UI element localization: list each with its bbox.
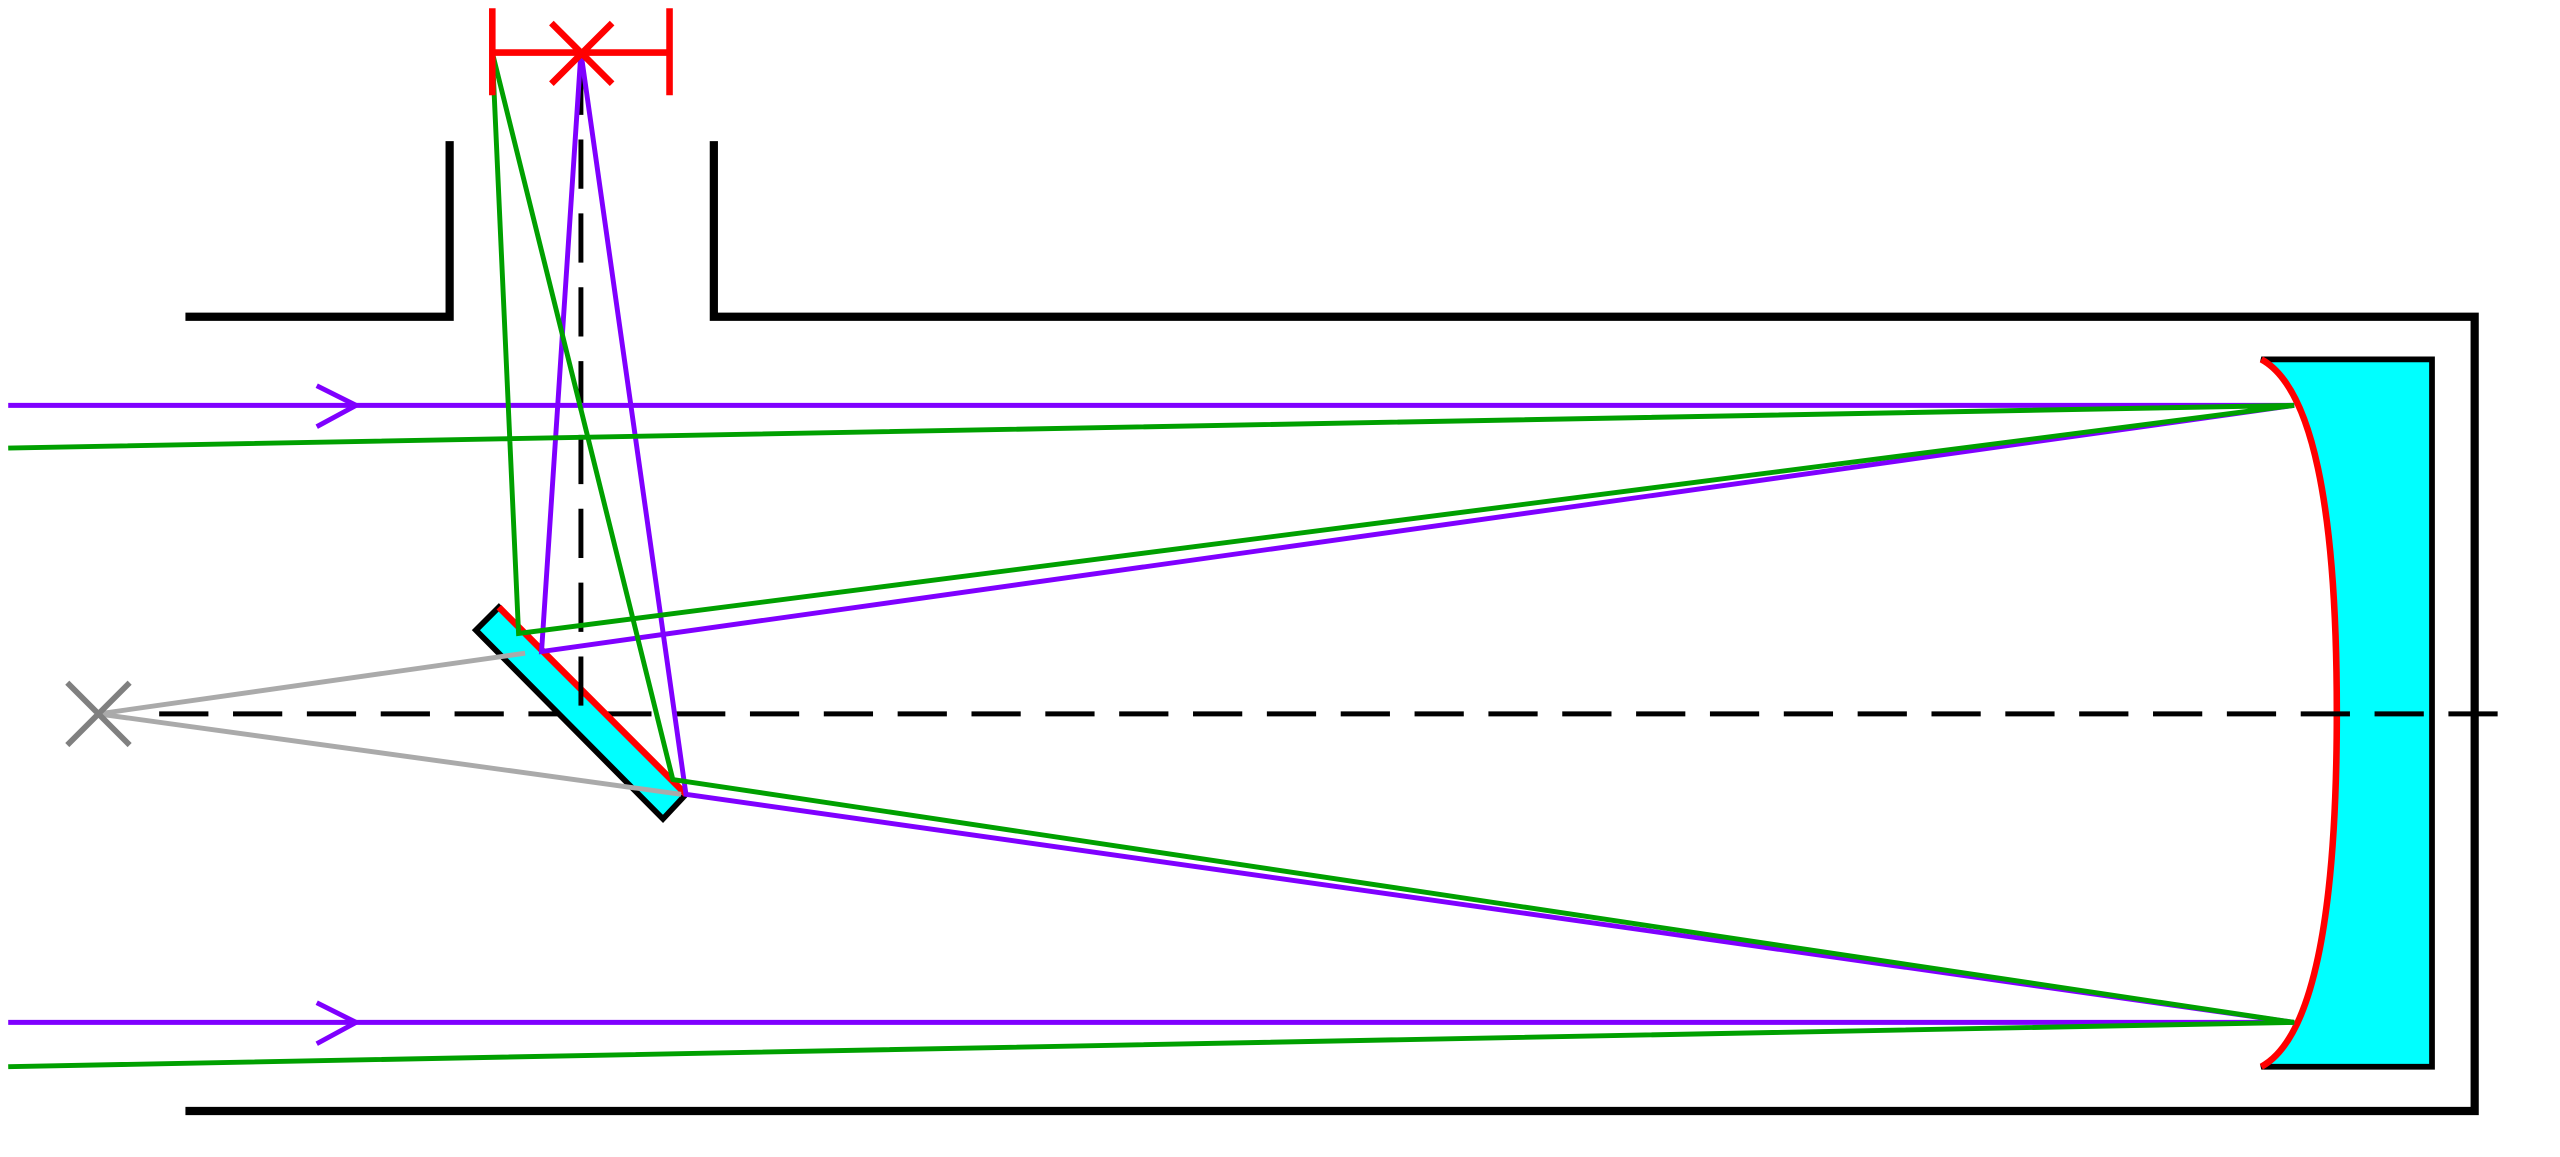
ray-off-axis — [8, 51, 2295, 1070]
virtual-ray — [98, 711, 682, 797]
ray-on-axis — [8, 52, 2295, 655]
ray-arrow — [315, 383, 362, 429]
tube-wall — [185, 141, 454, 321]
focus-point — [549, 20, 615, 87]
ray-on-axis — [8, 52, 2295, 1025]
secondary-mirror-surface — [496, 604, 689, 797]
virtual-ray — [98, 650, 526, 717]
ray-arrow — [315, 1000, 362, 1046]
virtual-focus — [65, 680, 132, 748]
ray-off-axis — [8, 52, 2295, 637]
tube-wall — [185, 141, 2479, 1116]
